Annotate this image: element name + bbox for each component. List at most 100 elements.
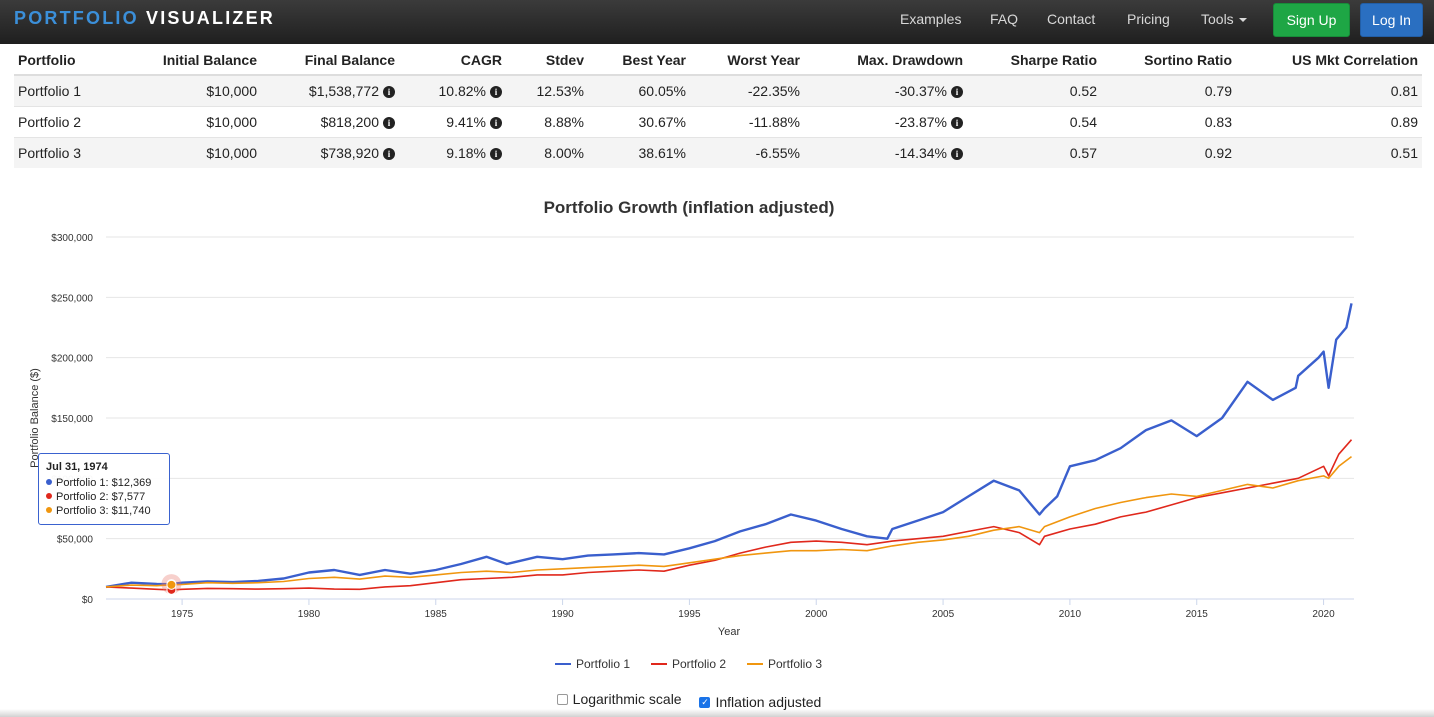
cell-final: $818,200 i: [261, 106, 399, 138]
cell-corr: 0.89: [1236, 106, 1422, 138]
bottom-shadow: [0, 709, 1434, 717]
col-initial-balance: Initial Balance: [119, 46, 261, 76]
y-axis-title: Portfolio Balance ($): [29, 368, 41, 468]
info-icon[interactable]: i: [383, 117, 395, 129]
legend-item: Portfolio 2: [672, 657, 726, 671]
y-tick-label: $300,000: [51, 233, 93, 244]
col-max-drawdown: Max. Drawdown: [804, 46, 967, 76]
cell-initial: $10,000: [119, 74, 261, 107]
x-tick-label: 2015: [1186, 609, 1209, 620]
col-cagr: CAGR: [399, 46, 506, 76]
cell-drawdown-value: -14.34%: [894, 145, 947, 161]
col-us-mkt-correlation: US Mkt Correlation: [1236, 46, 1422, 76]
cell-sortino: 0.83: [1101, 106, 1236, 138]
cell-sortino: 0.79: [1101, 74, 1236, 107]
cell-name: Portfolio 1: [14, 74, 119, 107]
brand-part1: PORTFOLIO: [14, 8, 139, 28]
hover-point: [166, 579, 177, 590]
brand-logo[interactable]: PORTFOLIO VISUALIZER: [14, 8, 275, 29]
tooltip-value: Portfolio 2: $7,577: [56, 491, 146, 503]
chart-options: Logarithmic scale ✓ Inflation adjusted: [0, 691, 1378, 710]
cell-drawdown-value: -23.87%: [894, 114, 947, 130]
tooltip-date: Jul 31, 1974: [46, 461, 108, 473]
cell-sharpe: 0.57: [967, 137, 1101, 168]
signup-button[interactable]: Sign Up: [1273, 3, 1350, 37]
nav-faq[interactable]: FAQ: [990, 11, 1019, 27]
cell-corr: 0.51: [1236, 137, 1422, 168]
nav-tools-dropdown[interactable]: Tools: [1201, 11, 1247, 27]
chart-title: Portfolio Growth (inflation adjusted): [543, 198, 835, 217]
cell-cagr-value: 10.82%: [438, 83, 486, 99]
series-line: [105, 439, 1353, 591]
cell-best: 60.05%: [588, 74, 690, 107]
table-row: Portfolio 3 $10,000 $738,920 i 9.18% i 8.0…: [14, 137, 1422, 168]
checkbox-unchecked-icon[interactable]: [556, 693, 568, 705]
cell-final-value: $738,920: [320, 145, 379, 161]
series-line: [105, 455, 1352, 588]
info-icon[interactable]: i: [951, 148, 963, 160]
x-tick-label: 1995: [678, 609, 701, 620]
info-icon[interactable]: i: [383, 148, 395, 160]
tooltip-row: Portfolio 1: $12,369: [46, 476, 162, 490]
cell-final-value: $1,538,772: [308, 83, 379, 99]
cell-worst: -11.88%: [690, 106, 804, 138]
legend-item: Portfolio 1: [576, 657, 630, 671]
x-axis-title: Year: [718, 626, 741, 638]
x-tick-label: 1980: [298, 609, 321, 620]
info-icon[interactable]: i: [383, 86, 395, 98]
cell-best: 38.61%: [588, 137, 690, 168]
x-tick-label: 2020: [1312, 609, 1335, 620]
nav-contact[interactable]: Contact: [1047, 11, 1096, 27]
info-icon[interactable]: i: [490, 86, 502, 98]
cell-final: $1,538,772 i: [261, 74, 399, 107]
cell-drawdown: -23.87% i: [804, 106, 967, 138]
y-tick-label: $250,000: [51, 293, 93, 304]
log-scale-label: Logarithmic scale: [572, 691, 682, 707]
cell-cagr: 9.18% i: [399, 137, 506, 168]
series-line: [105, 303, 1353, 589]
table-row: Portfolio 1 $10,000 $1,538,772 i 10.82% i …: [14, 74, 1422, 107]
info-icon[interactable]: i: [490, 117, 502, 129]
cell-stdev: 12.53%: [506, 74, 588, 107]
series-dot-icon: [46, 507, 52, 513]
col-stdev: Stdev: [506, 46, 588, 76]
y-tick-label: $0: [82, 595, 94, 606]
cell-stdev: 8.00%: [506, 137, 588, 168]
info-icon[interactable]: i: [951, 117, 963, 129]
x-tick-label: 2005: [932, 609, 955, 620]
tooltip-value: Portfolio 1: $12,369: [56, 477, 152, 489]
portfolio-stats-table: Portfolio Initial Balance Final Balance …: [14, 46, 1422, 168]
inflation-adjusted-label: Inflation adjusted: [715, 694, 822, 710]
login-button[interactable]: Log In: [1360, 3, 1423, 37]
cell-drawdown: -30.37% i: [804, 74, 967, 107]
table-header-row: Portfolio Initial Balance Final Balance …: [14, 46, 1422, 76]
checkbox-checked-icon[interactable]: ✓: [699, 696, 711, 708]
info-icon[interactable]: i: [951, 86, 963, 98]
x-tick-label: 1985: [425, 609, 448, 620]
inflation-adjusted-toggle[interactable]: ✓ Inflation adjusted: [699, 694, 821, 710]
table-row: Portfolio 2 $10,000 $818,200 i 9.41% i 8.8…: [14, 106, 1422, 138]
cell-name: Portfolio 2: [14, 106, 119, 138]
cell-final-value: $818,200: [320, 114, 379, 130]
caret-down-icon: [1238, 18, 1247, 23]
tooltip-value: Portfolio 3: $11,740: [56, 505, 151, 517]
cell-final: $738,920 i: [261, 137, 399, 168]
cell-sortino: 0.92: [1101, 137, 1236, 168]
chart-tooltip: Jul 31, 1974 Portfolio 1: $12,369 Portfo…: [38, 453, 170, 525]
cell-cagr: 9.41% i: [399, 106, 506, 138]
cell-cagr: 10.82% i: [399, 74, 506, 107]
cell-initial: $10,000: [119, 106, 261, 138]
navbar: PORTFOLIO VISUALIZER Examples FAQ Contac…: [0, 0, 1434, 44]
tooltip-row: Portfolio 3: $11,740: [46, 504, 162, 518]
cell-sharpe: 0.54: [967, 106, 1101, 138]
info-icon[interactable]: i: [490, 148, 502, 160]
cell-cagr-value: 9.41%: [446, 114, 486, 130]
col-final-balance: Final Balance: [261, 46, 399, 76]
nav-examples[interactable]: Examples: [900, 11, 962, 27]
col-portfolio: Portfolio: [14, 46, 119, 76]
series-dot-icon: [46, 479, 52, 485]
nav-pricing[interactable]: Pricing: [1127, 11, 1170, 27]
cell-name: Portfolio 3: [14, 137, 119, 168]
log-scale-toggle[interactable]: Logarithmic scale: [556, 691, 682, 707]
